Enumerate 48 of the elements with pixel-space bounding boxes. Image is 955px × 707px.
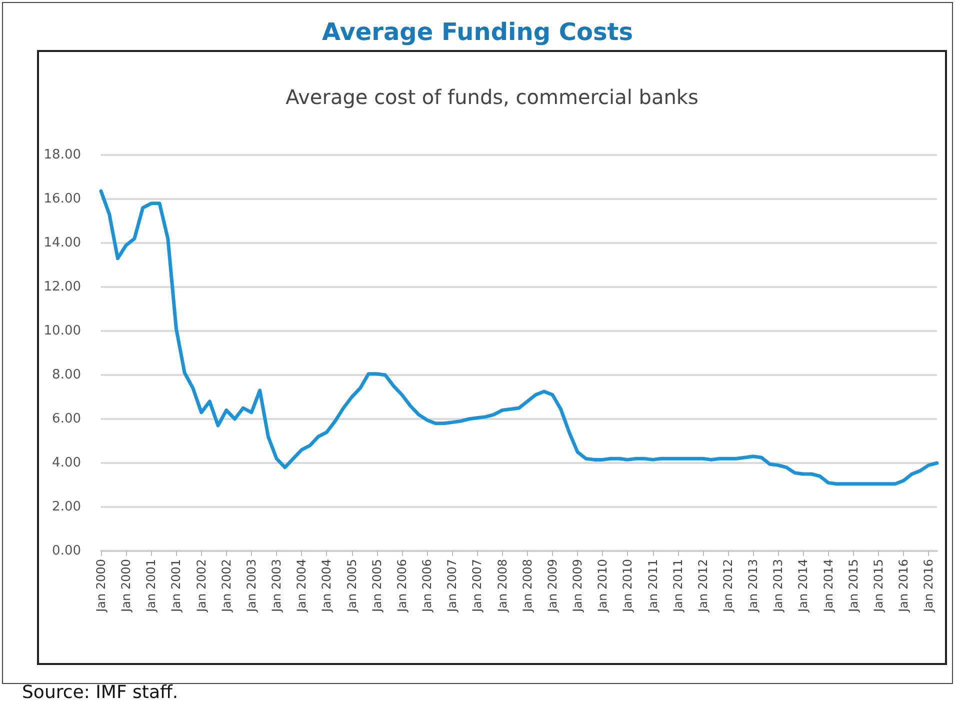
x-tick-label: Jan 2001 [169, 559, 184, 613]
y-tick-label: 12.00 [44, 280, 81, 294]
x-tick-label: Jan 2000 [94, 559, 108, 613]
y-tick-label: 4.00 [52, 456, 81, 470]
y-tick-label: 6.00 [52, 412, 81, 426]
x-tick-label: Jan 2007 [445, 559, 460, 613]
chart-subtitle: Average cost of funds, commercial banks [286, 85, 698, 109]
x-tick-label: Jan 2006 [394, 559, 409, 613]
x-tick-label: Jan 2011 [670, 559, 685, 613]
x-tick-label: Jan 2000 [119, 559, 134, 613]
x-tick-label: Jan 2014 [796, 559, 810, 613]
y-tick-label: 18.00 [44, 148, 81, 162]
x-tick-label: Jan 2002 [219, 559, 234, 613]
x-tick-label: Jan 2003 [244, 559, 258, 613]
x-tick-label: Jan 2006 [420, 559, 434, 613]
x-tick-label: Jan 2011 [646, 559, 660, 613]
x-tick-label: Jan 2012 [721, 559, 735, 613]
x-tick-label: Jan 2013 [746, 559, 760, 613]
y-tick-label: 8.00 [52, 368, 81, 382]
x-tick-label: Jan 2015 [871, 559, 886, 613]
chart-title: Average Funding Costs [320, 18, 634, 46]
x-tick-label: Jan 2004 [320, 559, 334, 613]
x-tick-label: Jan 2010 [596, 559, 610, 613]
x-tick-label: Jan 2008 [495, 559, 510, 613]
x-tick-label: Jan 2010 [620, 559, 635, 613]
x-tick-label: Jan 2005 [344, 559, 359, 613]
x-tick-label: Jan 2009 [570, 559, 585, 613]
x-tick-label: Jan 2016 [922, 559, 936, 613]
x-tick-label: Jan 2015 [846, 559, 860, 613]
x-tick-label: Jan 2005 [370, 559, 384, 613]
x-tick-label: Jan 2001 [144, 559, 158, 613]
x-tick-label: Jan 2004 [294, 559, 309, 613]
x-tick-label: Jan 2003 [270, 559, 284, 613]
y-tick-label: 14.00 [44, 236, 81, 250]
y-tick-label: 10.00 [44, 324, 81, 338]
source-note: Source: IMF staff. [22, 682, 178, 703]
y-tick-label: 16.00 [44, 192, 81, 206]
x-tick-label: Jan 2012 [696, 559, 710, 613]
x-tick-label: Jan 2007 [470, 559, 484, 613]
x-tick-label: Jan 2009 [545, 559, 560, 613]
y-tick-label: 2.00 [52, 500, 81, 514]
x-tick-label: Jan 2002 [194, 559, 208, 613]
line-series [99, 189, 939, 486]
x-tick-label: Jan 2014 [821, 559, 836, 613]
x-tick-label: Jan 2008 [520, 559, 534, 613]
x-tick-label: Jan 2016 [896, 559, 911, 613]
x-tick-label: Jan 2013 [771, 559, 786, 613]
y-tick-label: 0.00 [52, 544, 81, 558]
